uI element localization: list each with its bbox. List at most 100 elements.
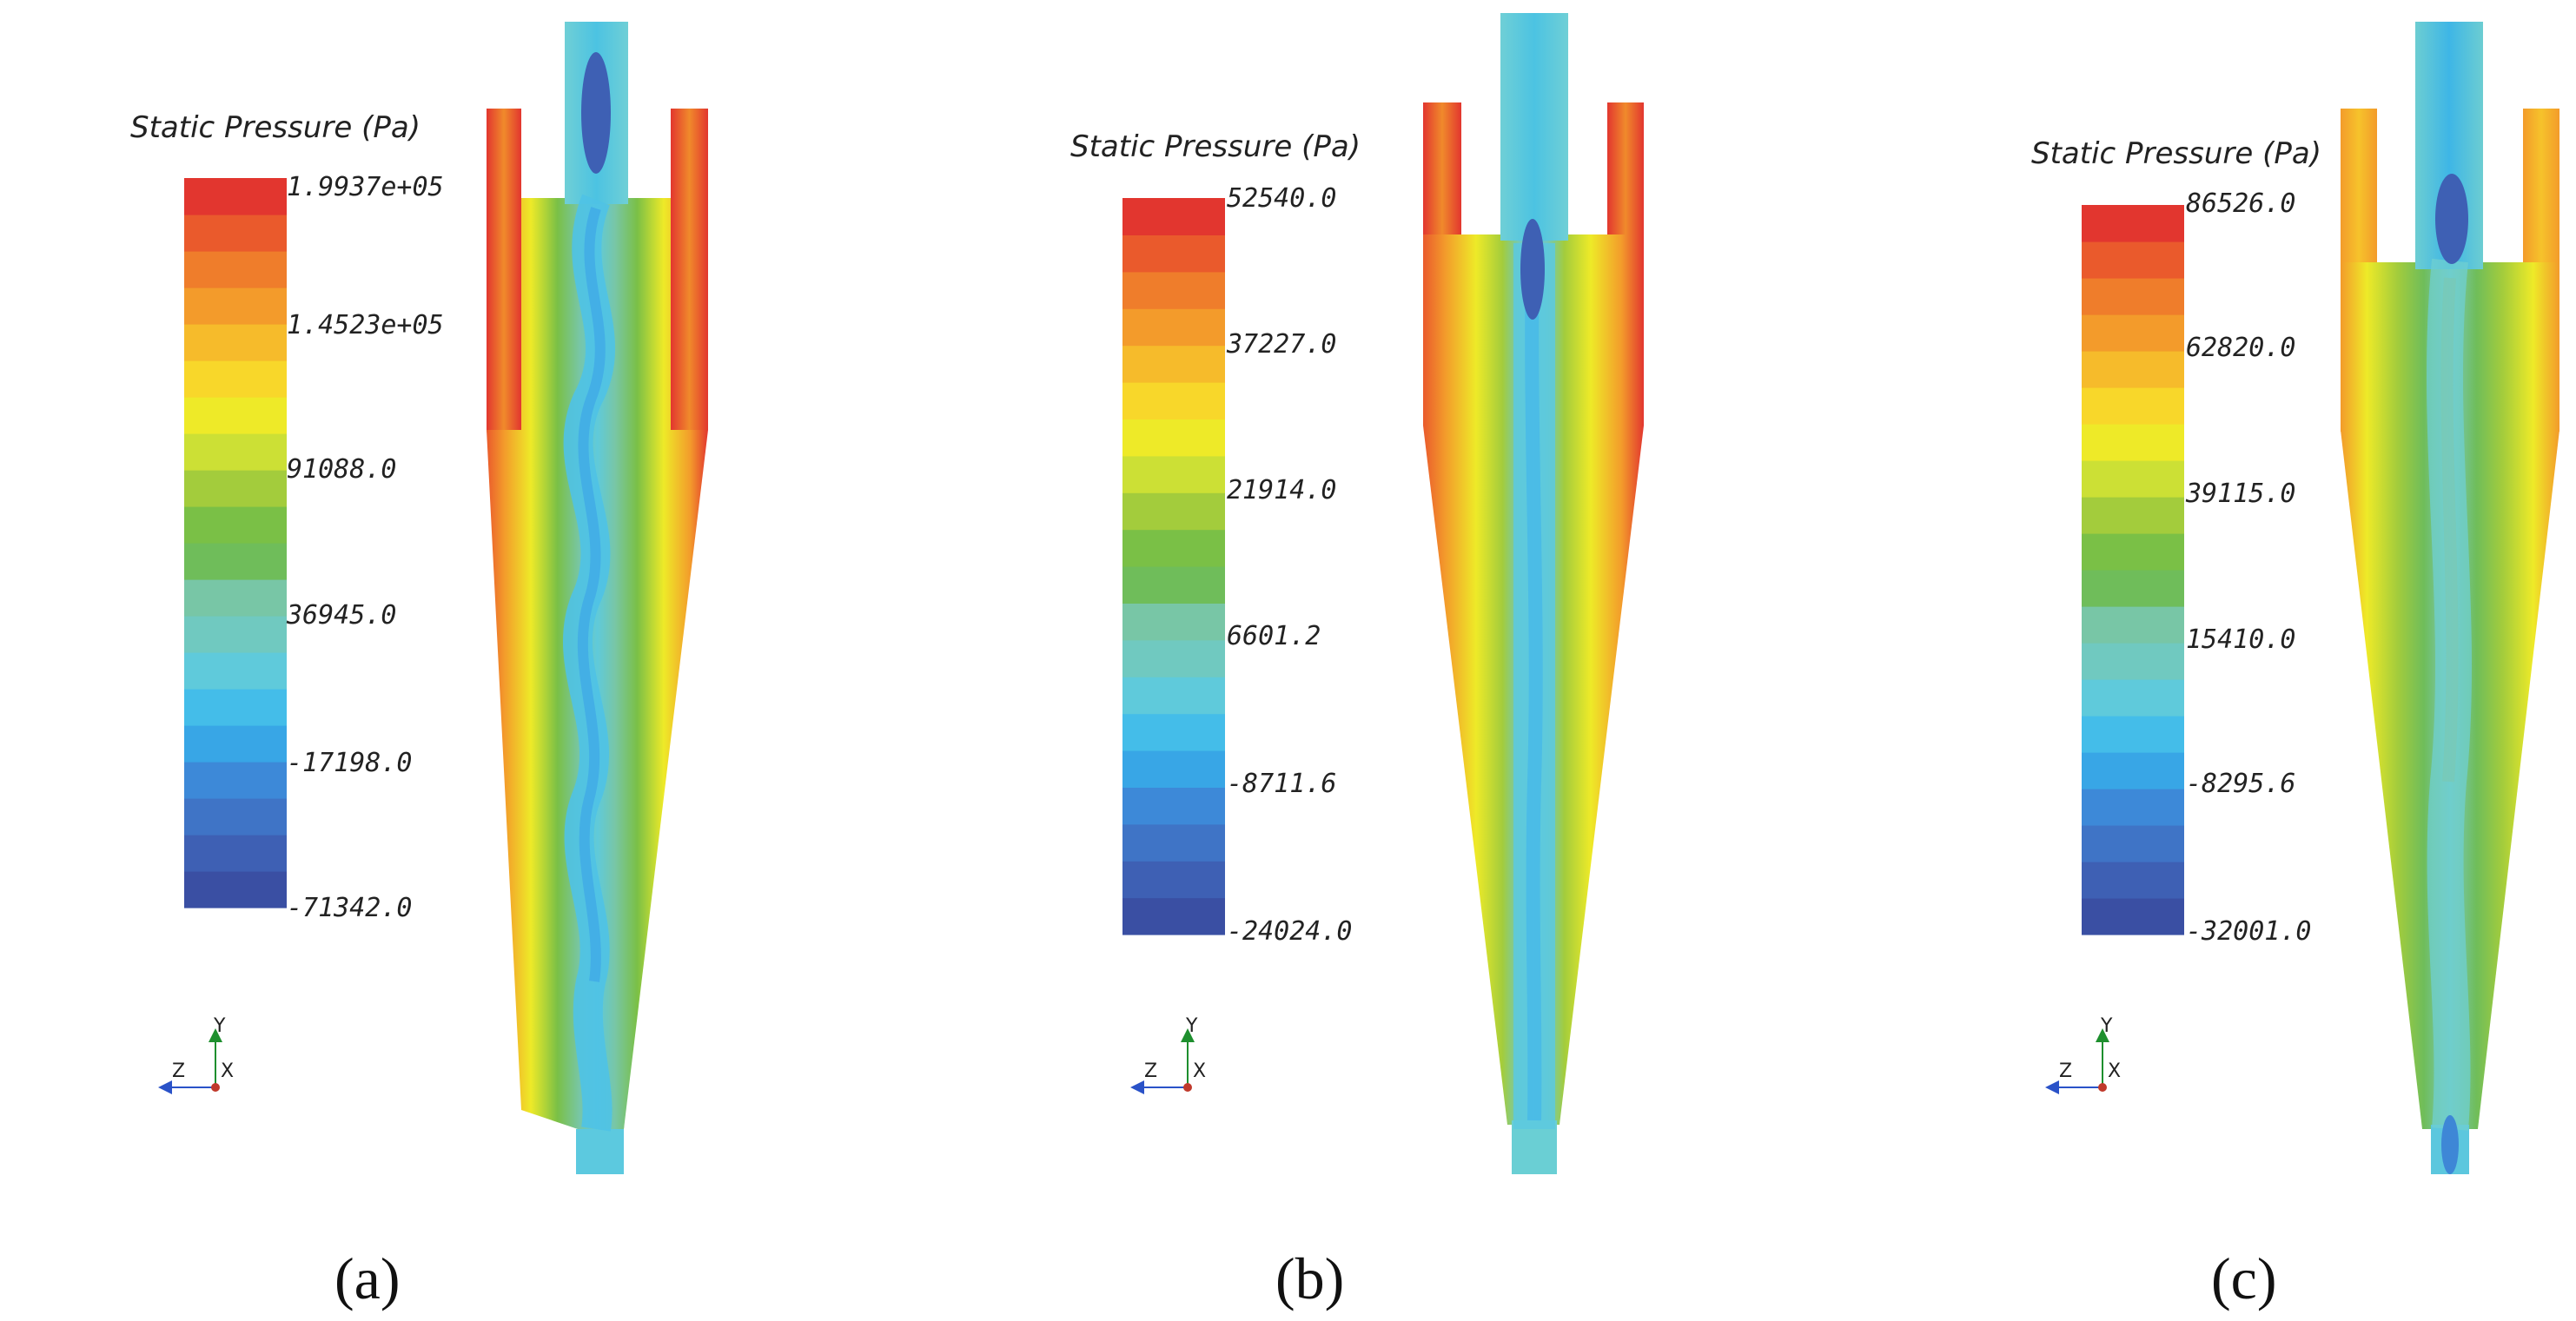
colorbar-band [1122,198,1225,235]
colorbar-band [184,725,287,763]
axis-label-z: Z [172,1060,185,1082]
tick-label: 21914.0 [1227,475,1336,505]
tick-label: 37227.0 [1226,329,1336,360]
colorbar-band [1122,713,1225,751]
axis-label-x: X [1193,1060,1206,1082]
tick-label: 86526.0 [2186,188,2295,219]
tick-label: -17198.0 [287,748,413,778]
legend-title-c: Static Pressure (Pa) [2031,136,2321,171]
legend-title-b: Static Pressure (Pa) [1070,129,1361,164]
colorbar-c [2082,205,2184,935]
colorbar-band [2082,278,2184,315]
colorbar-band [184,360,287,398]
colorbar-band [2082,241,2184,279]
colorbar-band [184,652,287,690]
colorbar-band [2082,570,2184,607]
colorbar-band [2082,679,2184,717]
colorbar-band [1122,639,1225,677]
colorbar-band [1122,750,1225,788]
legend-title-a: Static Pressure (Pa) [130,110,421,145]
colorbar-band [184,798,287,836]
caption-b: (b) [1275,1245,1344,1311]
tick-label: 1.9937e+05 [287,172,444,202]
colorbar-band [184,178,287,215]
colorbar-band [1122,492,1225,531]
colorbar-band [1122,897,1225,935]
colorbar-band [1122,603,1225,641]
colorbar-band [1122,823,1225,862]
colorbar-band [1122,419,1225,457]
colorbar-band [184,579,287,617]
colorbar-band [184,215,287,252]
axis-triad-c: Y Z X [2045,1015,2121,1094]
panel-b: Static Pressure (Pa) 52540.0 37227.0 219… [1070,13,1644,1311]
colorbar-band [184,616,287,653]
colorbar-band [184,433,287,471]
axis-label-y: Y [213,1015,226,1037]
colorbar-ticks-c: 86526.0 62820.0 39115.0 15410.0 -8295.6 … [2185,188,2312,947]
colorbar-a [184,178,287,908]
tick-label: -32001.0 [2186,916,2312,947]
colorbar-band [2082,497,2184,534]
cyclone-contour-c [2341,22,2559,1174]
tick-label: 6601.2 [1227,621,1321,651]
tick-label: 52540.0 [1227,183,1336,214]
axis-label-y: Y [1185,1015,1198,1037]
colorbar-band [1122,455,1225,493]
colorbar-b [1122,198,1225,935]
colorbar-band [184,689,287,726]
colorbar-band [184,324,287,361]
colorbar-band [184,397,287,434]
colorbar-band [1122,345,1225,383]
colorbar-band [2082,789,2184,826]
colorbar-band [2082,205,2184,242]
tick-label: 36945.0 [286,600,396,631]
colorbar-band [2082,606,2184,644]
cyclone-contour-b [1423,13,1644,1174]
colorbar-band [2082,862,2184,899]
axis-triad-a: Y Z X [158,1015,234,1094]
panel-a: Static Pressure (Pa) 1.9937e+05 1.4523e+… [130,22,708,1311]
tick-label: 39115.0 [2185,479,2295,509]
tick-label: 62820.0 [2186,333,2295,363]
axis-label-x: X [221,1060,234,1082]
cyclone-contour-a [487,22,708,1174]
colorbar-band [184,543,287,580]
axis-label-z: Z [2059,1060,2072,1082]
colorbar-band [184,251,287,288]
colorbar-band [184,506,287,544]
tick-label: 1.4523e+05 [287,310,444,340]
colorbar-band [184,762,287,799]
colorbar-band [1122,382,1225,419]
tick-label: -24024.0 [1227,916,1353,947]
caption-a: (a) [334,1245,400,1311]
colorbar-band [2082,716,2184,753]
tick-label: 91088.0 [287,454,396,485]
caption-c: (c) [2211,1245,2276,1311]
colorbar-band [184,871,287,908]
colorbar-band [1122,271,1225,309]
colorbar-ticks-b: 52540.0 37227.0 21914.0 6601.2 -8711.6 -… [1226,183,1353,947]
tick-label: 15410.0 [2186,624,2295,655]
colorbar-band [184,470,287,507]
colorbar-band [1122,677,1225,715]
colorbar-band [1122,787,1225,825]
axis-label-z: Z [1144,1060,1157,1082]
colorbar-band [184,287,287,325]
colorbar-band [2082,387,2184,425]
colorbar-band [1122,529,1225,567]
colorbar-band [2082,643,2184,680]
panel-c: Static Pressure (Pa) 86526.0 62820.0 391… [2031,22,2559,1311]
colorbar-ticks-a: 1.9937e+05 1.4523e+05 91088.0 36945.0 -1… [286,172,444,923]
colorbar-band [2082,424,2184,461]
tick-label: -8295.6 [2186,769,2295,799]
colorbar-band [2082,460,2184,498]
axis-triad-b: Y Z X [1130,1015,1206,1094]
colorbar-band [1122,566,1225,604]
colorbar-band [2082,314,2184,352]
tick-label: -8711.6 [1227,769,1336,799]
colorbar-band [1122,861,1225,899]
tick-label: -71342.0 [287,893,413,923]
colorbar-band [2082,351,2184,388]
